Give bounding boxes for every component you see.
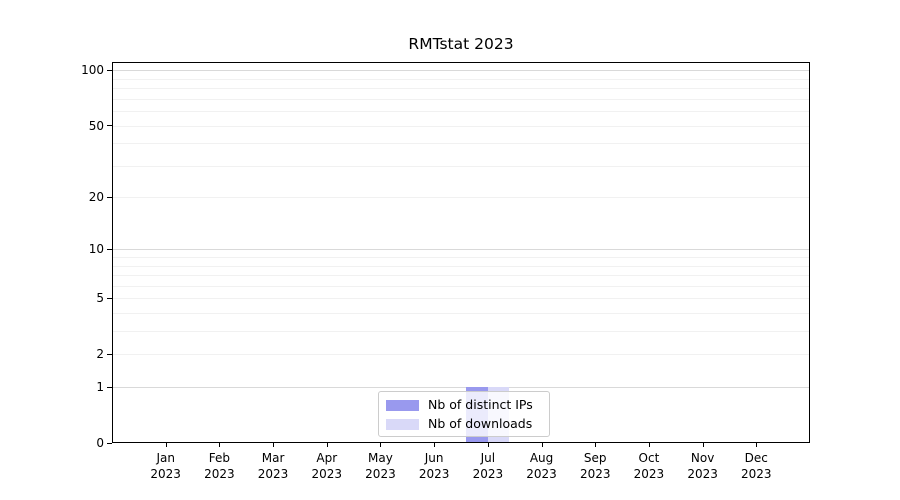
y-gridline-minor [113,78,809,80]
x-tick [702,443,704,447]
legend-swatch-distinct-ips [386,399,419,411]
x-tick-label: Nov 2023 [687,451,718,481]
x-tick-label: Oct 2023 [633,451,665,481]
y-gridline-minor [113,265,809,267]
x-tick [756,443,758,447]
y-gridline-minor [113,165,809,167]
y-gridline-minor [113,275,809,277]
x-tick [487,443,489,447]
y-tick-label: 5 [96,291,104,306]
y-gridline-major [113,249,809,251]
y-gridline-minor [113,143,809,145]
y-gridline-minor [113,111,809,113]
x-tick [541,443,543,447]
y-tick [107,248,112,250]
legend-label-downloads: Nb of downloads [428,416,533,431]
y-tick-label: 50 [88,118,104,133]
x-tick-label: Jul 2023 [472,451,504,481]
x-tick-label: Jun 2023 [418,451,450,481]
legend-swatch-downloads [386,418,419,430]
y-gridline-minor [113,313,809,315]
y-tick [107,386,112,388]
legend-item-distinct-ips: Nb of distinct IPs [386,397,542,413]
x-tick [648,443,650,447]
y-tick [107,353,112,355]
y-gridline-minor [113,354,809,356]
plot-area [112,62,810,443]
x-tick-label: Dec 2023 [741,451,772,481]
y-tick-label: 10 [88,242,104,257]
y-gridline-minor [113,285,809,287]
y-gridline-major [113,70,809,72]
x-tick-label: Apr 2023 [311,451,343,481]
x-tick-label: Aug 2023 [526,451,557,481]
y-tick-label: 0 [96,436,104,450]
y-gridline-minor [113,197,809,199]
legend: Nb of distinct IPs Nb of downloads [378,391,550,437]
x-tick [273,443,275,447]
x-tick [165,443,167,447]
y-tick [107,442,112,444]
y-tick [107,125,112,127]
y-gridline-minor [113,88,809,90]
y-gridline-minor [113,98,809,100]
y-gridline-minor [113,331,809,333]
x-tick-label: Jan 2023 [150,451,181,481]
y-tick [107,196,112,198]
x-tick [219,443,221,447]
y-tick-label: 100 [81,63,104,78]
y-gridline-minor [113,257,809,259]
chart-title: RMTstat 2023 [408,35,514,53]
x-tick [326,443,328,447]
y-gridline-major [113,387,809,389]
x-tick [434,443,436,447]
y-gridline-minor [113,125,809,127]
x-tick-label: Feb 2023 [204,451,235,481]
x-tick [380,443,382,447]
y-tick-label: 20 [88,190,104,205]
x-tick-label: Sep 2023 [579,451,611,481]
y-tick [107,297,112,299]
x-tick-label: May 2023 [365,451,396,481]
y-tick-label: 2 [96,347,104,362]
x-tick-label: Mar 2023 [257,451,289,481]
y-gridline-minor [113,298,809,300]
legend-label-distinct-ips: Nb of distinct IPs [428,397,533,412]
legend-item-downloads: Nb of downloads [386,416,542,432]
y-tick [107,69,112,71]
x-tick [595,443,597,447]
y-tick-label: 1 [96,380,104,395]
